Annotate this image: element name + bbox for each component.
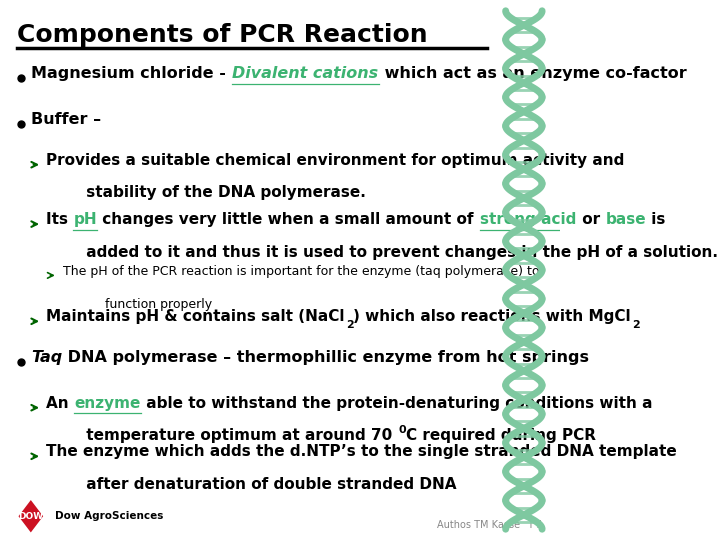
Text: which act as an enzyme co-factor: which act as an enzyme co-factor [379,66,687,82]
Text: DOW: DOW [18,512,43,521]
Text: 2: 2 [346,320,354,330]
Text: strong acid: strong acid [480,212,577,227]
Polygon shape [19,500,43,532]
Text: stability of the DNA polymerase.: stability of the DNA polymerase. [60,185,366,200]
Text: or: or [577,212,606,227]
Text: base: base [606,212,647,227]
Text: An: An [46,396,74,411]
Text: is: is [647,212,666,227]
Text: DNA polymerase – thermophillic enzyme from hot springs: DNA polymerase – thermophillic enzyme fr… [62,350,589,365]
Text: 2: 2 [632,320,640,330]
Text: added to it and thus it is used to prevent changes in the pH of a solution.: added to it and thus it is used to preve… [60,245,718,260]
Text: changes very little when a small amount of: changes very little when a small amount … [97,212,479,227]
Text: C required during PCR: C required during PCR [407,428,596,443]
Text: The enzyme which adds the d.NTP’s to the single stranded DNA template: The enzyme which adds the d.NTP’s to the… [46,444,677,460]
Text: Components of PCR Reaction: Components of PCR Reaction [17,23,428,46]
Text: function properly: function properly [77,298,212,311]
Text: Authos TM Kasse   I 7: Authos TM Kasse I 7 [437,520,541,530]
Text: Buffer –: Buffer – [31,112,101,127]
Text: after denaturation of double stranded DNA: after denaturation of double stranded DN… [60,477,456,492]
Text: pH: pH [73,212,97,227]
Text: Maintains pH & contains salt (NaCl: Maintains pH & contains salt (NaCl [46,309,344,325]
Text: temperature optimum at around 70: temperature optimum at around 70 [60,428,397,443]
Text: able to withstand the protein-denaturing conditions with a: able to withstand the protein-denaturing… [140,396,652,411]
Text: Taq: Taq [31,350,62,365]
Text: Its: Its [46,212,73,227]
Text: The pH of the PCR reaction is important for the enzyme (taq polymerase) to: The pH of the PCR reaction is important … [63,265,539,279]
Text: Divalent cations: Divalent cations [232,66,378,82]
Text: Magnesium chloride -: Magnesium chloride - [31,66,231,82]
Text: enzyme: enzyme [74,396,140,411]
Text: ) which also reactions with MgCl: ) which also reactions with MgCl [354,309,631,325]
Text: Dow AgroSciences: Dow AgroSciences [55,511,163,521]
Text: Provides a suitable chemical environment for optimum activity and: Provides a suitable chemical environment… [46,153,624,168]
Text: 0: 0 [399,425,407,435]
